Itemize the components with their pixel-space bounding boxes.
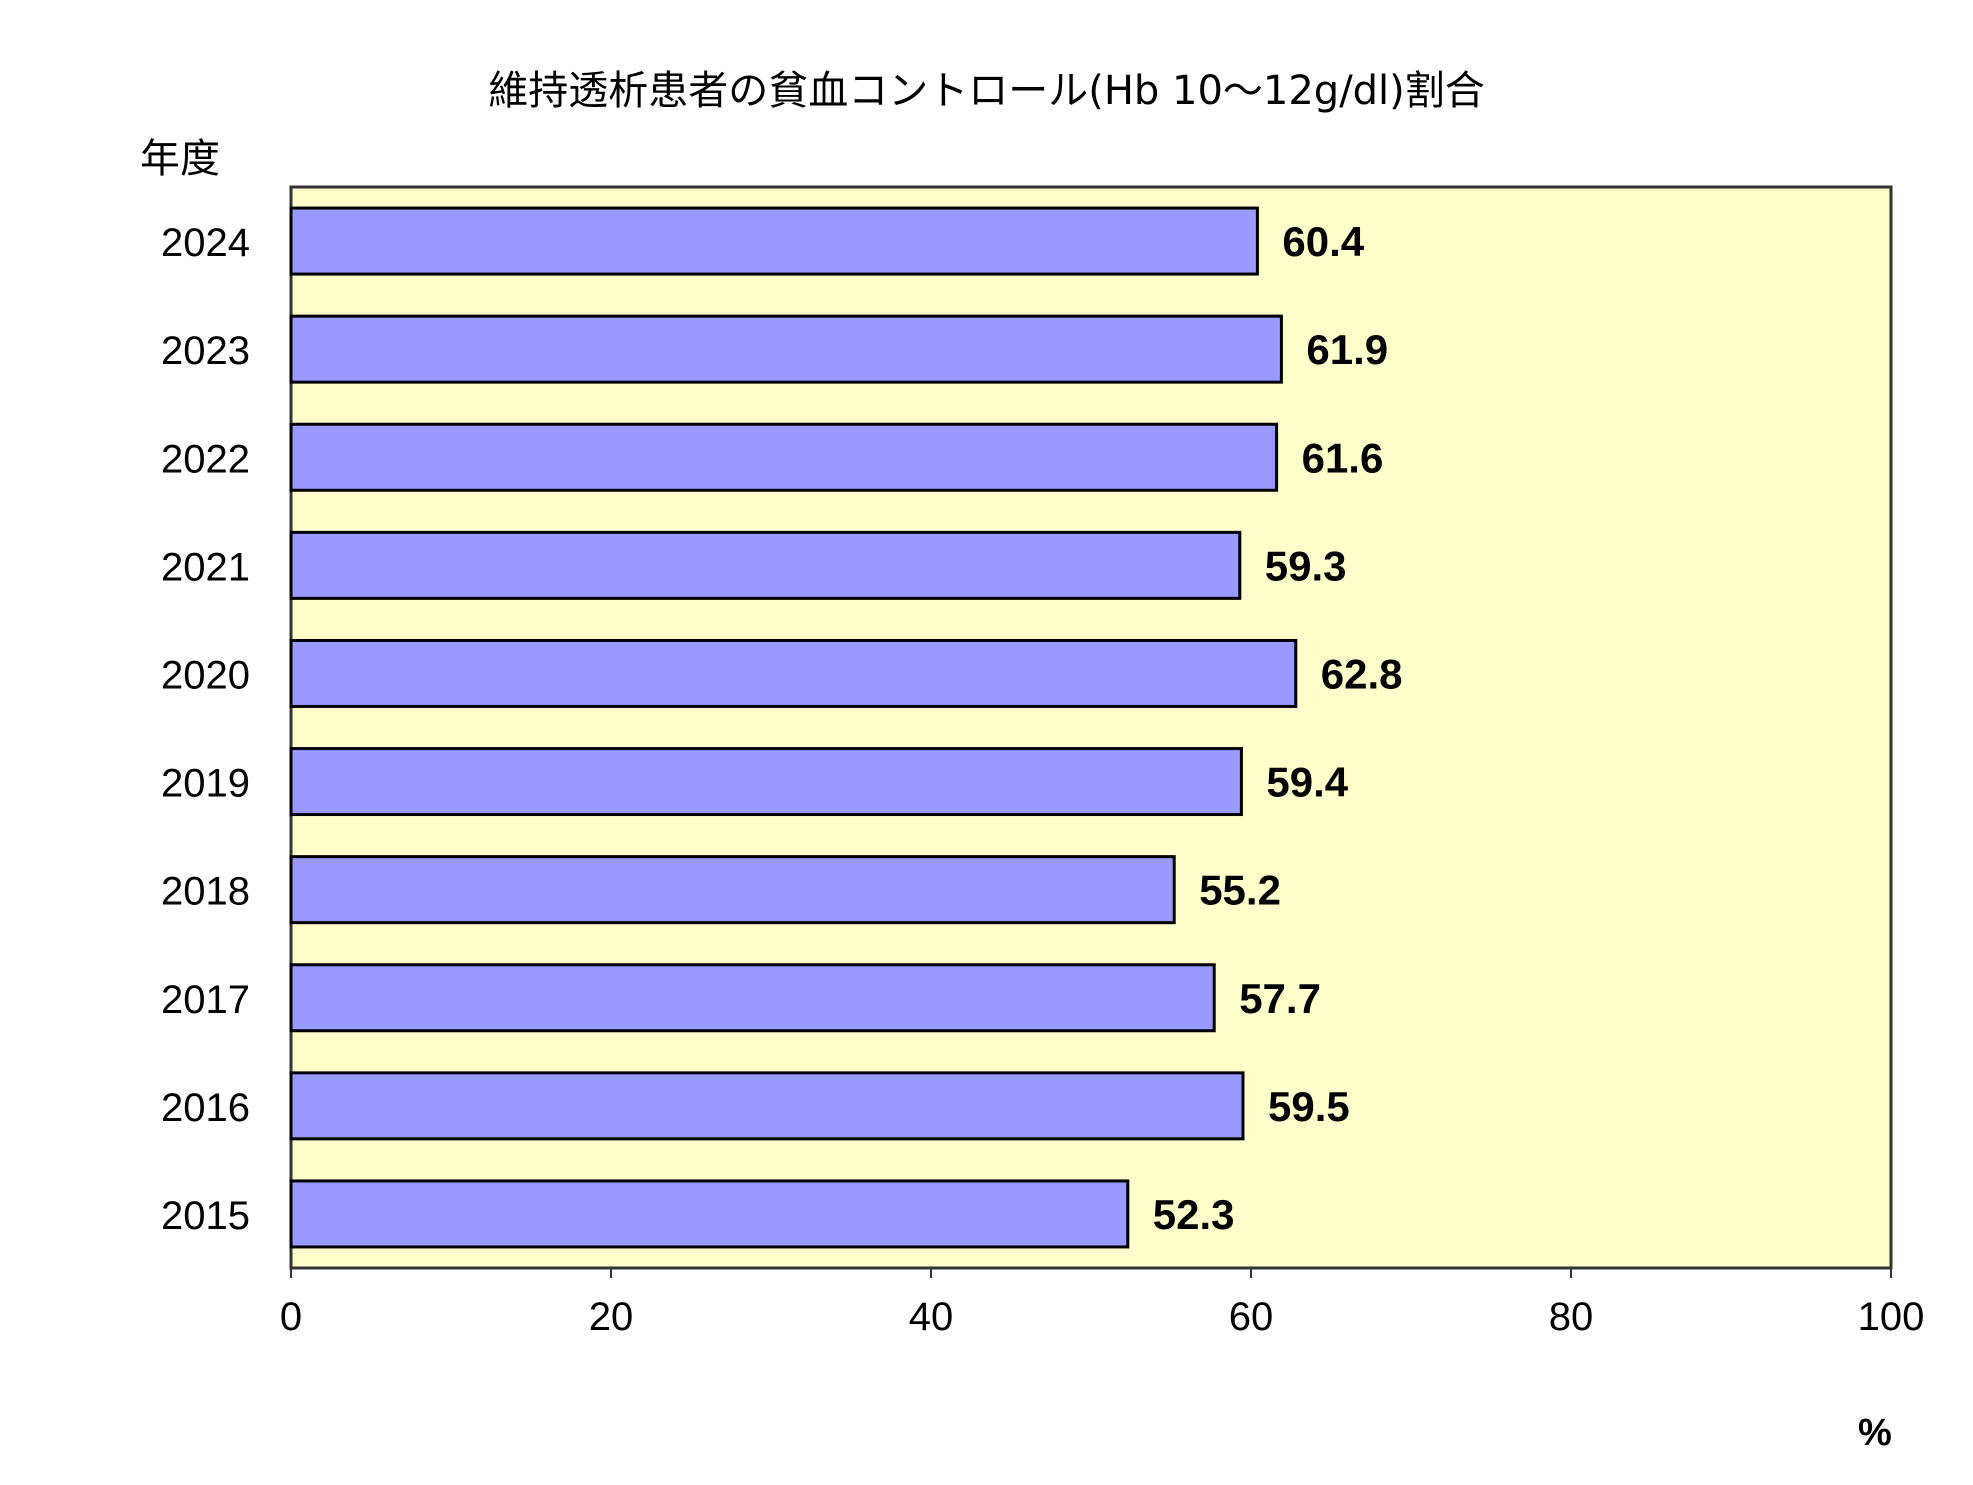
x-tick-label: 40 xyxy=(909,1295,954,1339)
x-axis-unit-label: % xyxy=(1858,1412,1892,1454)
data-label: 57.7 xyxy=(1239,975,1321,1022)
data-label: 59.4 xyxy=(1266,759,1348,806)
data-label: 52.3 xyxy=(1153,1191,1235,1238)
y-tick-label: 2015 xyxy=(161,1194,250,1238)
y-tick-label: 2018 xyxy=(161,870,250,914)
y-axis-label: 年度 xyxy=(140,136,220,182)
bar xyxy=(289,1071,1245,1141)
y-tick-label: 2024 xyxy=(161,221,250,265)
bar xyxy=(289,1179,1130,1249)
y-tick-label: 2020 xyxy=(161,653,250,697)
y-tick-label: 2019 xyxy=(161,762,250,806)
bar xyxy=(289,206,1259,276)
x-tick-label: 20 xyxy=(589,1295,634,1339)
data-label: 61.6 xyxy=(1302,434,1384,481)
x-tick-label: 100 xyxy=(1858,1295,1925,1339)
x-tick-label: 60 xyxy=(1229,1295,1274,1339)
data-label: 59.5 xyxy=(1268,1083,1350,1130)
bar xyxy=(289,638,1298,708)
chart-title: 維持透析患者の貧血コントロール(Hb 10～12g/dl)割合 xyxy=(488,68,1485,114)
y-tick-label: 2023 xyxy=(161,329,250,373)
bar xyxy=(289,855,1176,925)
x-tick-label: 0 xyxy=(280,1295,302,1339)
x-tick-label: 80 xyxy=(1549,1295,1594,1339)
bar xyxy=(289,530,1242,600)
y-tick-label: 2022 xyxy=(161,437,250,481)
y-tick-label: 2016 xyxy=(161,1086,250,1130)
y-tick-label: 2017 xyxy=(161,978,250,1022)
data-label: 61.9 xyxy=(1306,326,1388,373)
data-label: 59.3 xyxy=(1265,542,1347,589)
y-tick-label: 2021 xyxy=(161,545,250,589)
bar xyxy=(289,422,1279,492)
bar xyxy=(289,747,1243,817)
data-label: 62.8 xyxy=(1321,650,1403,697)
data-label: 60.4 xyxy=(1282,218,1364,265)
bar xyxy=(289,314,1283,384)
bar xyxy=(289,963,1216,1033)
data-label: 55.2 xyxy=(1199,867,1281,914)
